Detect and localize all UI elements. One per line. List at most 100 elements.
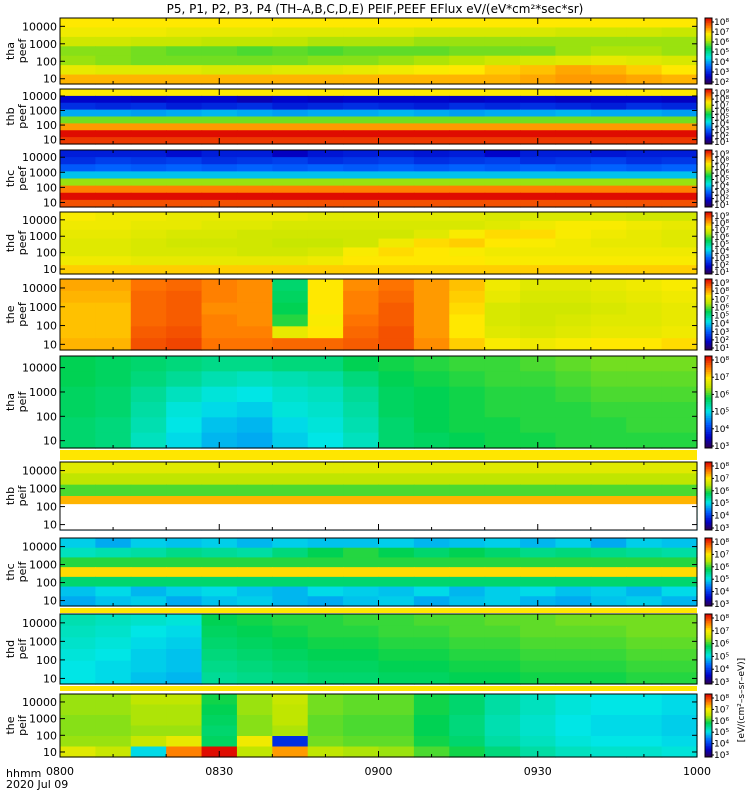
heatmap-cell [449,625,486,638]
heatmap-cell [343,557,380,568]
heatmap-cell [449,432,486,449]
heatmap-cell [307,660,344,673]
panel-species-label: peef [16,165,29,191]
heatmap-cell [166,637,203,650]
colorbar-segment [705,185,712,188]
heatmap-cell [60,614,96,627]
colorbar-segment [705,747,712,750]
colorbar-segment [705,664,712,667]
heatmap-cell [272,178,309,187]
heatmap-cell [520,625,557,638]
heatmap-cell [343,265,380,275]
heatmap-cell [343,137,380,145]
heatmap-cell [307,102,344,111]
heatmap-cell [307,473,344,486]
colorbar-tick-label: 10⁵ [714,48,729,58]
heatmap-cell [555,715,592,727]
heatmap-cell [60,185,96,194]
colorbar-segment [705,325,712,328]
heatmap-cell [236,538,273,549]
heatmap-cell [201,356,238,372]
heatmap-cell [166,185,203,194]
heatmap-cell [343,473,380,486]
y-tick-label: 1000 [29,38,57,51]
colorbar-segment [705,178,712,181]
colorbar-segment [705,506,712,509]
heatmap-cell [484,164,521,172]
heatmap-cell [130,36,167,47]
heatmap-cell [449,171,486,180]
heatmap-cell [661,614,698,627]
colorbar-tick-label: 10⁴ [714,247,729,257]
heatmap-cell [307,386,344,403]
heatmap-cell [378,614,415,627]
heatmap-cell [236,290,273,304]
heatmap-cell [307,715,344,727]
heatmap-cell [307,164,344,172]
heatmap-cell [413,212,450,222]
colorbar-segment [705,652,712,655]
heatmap-cell [661,130,698,138]
panel-probe-label: thb [4,487,17,505]
heatmap-cell [272,302,309,316]
heatmap-cell [626,637,663,650]
y-tick-label: 1000 [29,483,57,496]
y-tick-label: 10000 [22,617,57,630]
heatmap-cell [95,326,132,339]
heatmap-cell [236,547,273,559]
heatmap-cell [201,736,238,748]
colorbar-segment [705,222,712,225]
heatmap-cell [484,192,521,201]
heatmap-cell [413,302,450,316]
heatmap-cell [95,371,132,388]
heatmap-cell [60,576,96,588]
colorbar-segment [705,241,712,244]
colorbar-segment [705,64,712,67]
colorbar-segment [705,708,712,711]
colorbar-segment [705,356,712,359]
heatmap-cell [661,473,698,486]
heatmap-cell [343,192,380,201]
heatmap-cell [130,417,167,434]
heatmap-cell [201,185,238,194]
heatmap-cell [661,326,698,339]
axis-text: 10000100010010thapeef10⁸10⁷10⁶10⁵10⁴10³1… [4,18,747,778]
heatmap-cell [378,625,415,638]
heatmap-cell [130,326,167,339]
heatmap-cell [449,557,486,568]
heatmap-cell [555,649,592,662]
heatmap-cell [236,229,273,240]
heatmap-cell [95,171,132,180]
heatmap-cell [343,704,380,716]
heatmap-cell [555,576,592,588]
heatmap-cell [236,473,273,486]
heatmap-cell [236,171,273,180]
colorbar-segment [705,638,712,641]
colorbar-segment [705,310,712,314]
y-tick-label: 10000 [22,90,57,103]
heatmap-cell [626,256,663,266]
panel-ylabel: thepeef [4,301,29,327]
heatmap-cell [60,157,96,165]
heatmap-cell [343,220,380,231]
heatmap-cell [307,736,344,748]
heatmap-cell [166,746,203,758]
heatmap-cell [484,557,521,568]
heatmap-cell [378,18,415,29]
colorbar-segment [705,661,712,664]
colorbar-segment [705,42,712,45]
heatmap-cell [166,27,203,38]
heatmap-cell [307,704,344,716]
colorbar-segment [705,502,712,505]
colorbar-segment [705,279,712,282]
heatmap-cell [626,178,663,187]
colorbar-segment [705,69,712,72]
colorbar-segment [705,549,712,553]
heatmap-cell [60,164,96,172]
heatmap-cell [307,637,344,650]
colorbar-segment [705,521,712,524]
heatmap-cell [378,279,415,292]
heatmap-cell [130,185,167,194]
heatmap-cell [590,192,627,201]
